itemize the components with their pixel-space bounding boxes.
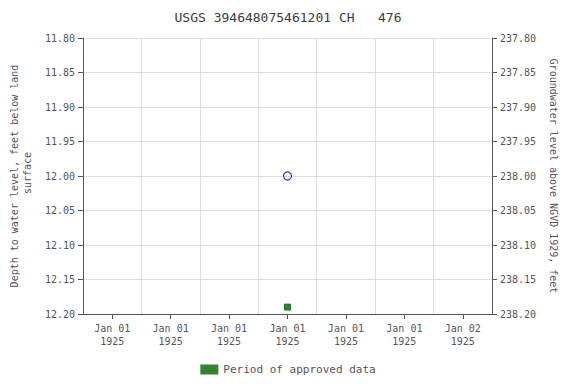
svg-text:237.80: 237.80 [500, 33, 536, 44]
svg-text:1925: 1925 [159, 336, 183, 347]
svg-text:Jan 01: Jan 01 [386, 323, 422, 334]
svg-text:USGS 394648075461201 CH 476: USGS 394648075461201 CH 476 [175, 10, 402, 25]
svg-text:Jan 01: Jan 01 [328, 323, 364, 334]
svg-text:12.15: 12.15 [45, 274, 75, 285]
svg-text:11.95: 11.95 [45, 136, 75, 147]
svg-text:Jan 01: Jan 01 [153, 323, 189, 334]
svg-text:238.20: 238.20 [500, 309, 536, 320]
svg-text:11.85: 11.85 [45, 67, 75, 78]
svg-text:237.95: 237.95 [500, 136, 536, 147]
svg-text:237.85: 237.85 [500, 67, 536, 78]
svg-text:Jan 01: Jan 01 [269, 323, 305, 334]
svg-text:1925: 1925 [100, 336, 124, 347]
svg-text:12.10: 12.10 [45, 240, 75, 251]
svg-text:1925: 1925 [275, 336, 299, 347]
svg-text:1925: 1925 [392, 336, 416, 347]
svg-text:Jan 02: Jan 02 [445, 323, 481, 334]
svg-text:238.05: 238.05 [500, 205, 536, 216]
svg-text:Groundwater level above NGVD 1: Groundwater level above NGVD 1929, feet [548, 59, 559, 294]
svg-text:Period of approved data: Period of approved data [223, 363, 375, 376]
svg-text:238.15: 238.15 [500, 274, 536, 285]
svg-text:Jan 01: Jan 01 [211, 323, 247, 334]
svg-text:Jan 01: Jan 01 [94, 323, 130, 334]
svg-text:238.00: 238.00 [500, 171, 536, 182]
svg-text:11.80: 11.80 [45, 33, 75, 44]
svg-text:surface: surface [22, 152, 33, 200]
svg-text:1925: 1925 [334, 336, 358, 347]
svg-text:12.05: 12.05 [45, 205, 75, 216]
svg-text:1925: 1925 [451, 336, 475, 347]
svg-text:238.10: 238.10 [500, 240, 536, 251]
svg-text:12.00: 12.00 [45, 171, 75, 182]
svg-text:12.20: 12.20 [45, 309, 75, 320]
svg-text:Depth to water level, feet bel: Depth to water level, feet below land [9, 65, 20, 288]
svg-text:11.90: 11.90 [45, 102, 75, 113]
svg-text:1925: 1925 [217, 336, 241, 347]
svg-text:237.90: 237.90 [500, 102, 536, 113]
